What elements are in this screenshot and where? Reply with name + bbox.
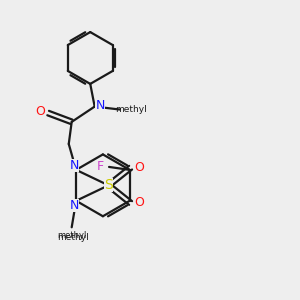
Text: O: O	[35, 105, 45, 118]
Text: N: N	[69, 159, 79, 172]
Text: methyl: methyl	[57, 231, 86, 240]
Text: methyl: methyl	[57, 233, 89, 242]
Text: N: N	[95, 99, 105, 112]
Text: O: O	[134, 161, 144, 174]
Text: N: N	[69, 199, 79, 212]
Text: O: O	[134, 196, 144, 209]
Text: S: S	[104, 178, 113, 192]
Text: methyl: methyl	[115, 105, 147, 114]
Text: F: F	[97, 160, 104, 173]
